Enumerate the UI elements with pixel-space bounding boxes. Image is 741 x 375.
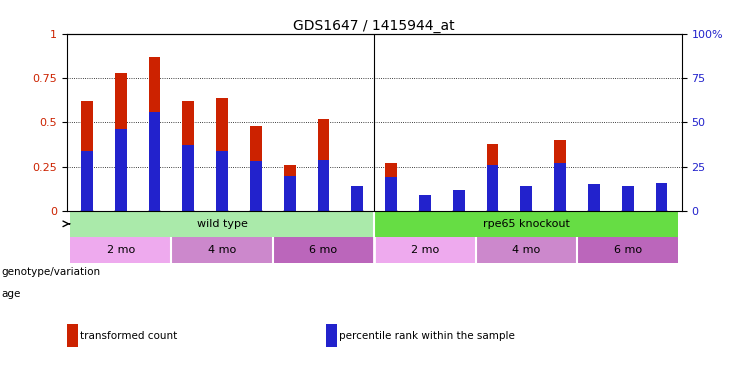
Bar: [453, 190, 465, 211]
Text: wild type: wild type: [196, 219, 247, 229]
Bar: [182, 146, 194, 211]
Bar: [81, 151, 93, 211]
Bar: [374, 211, 678, 237]
Text: genotype/variation: genotype/variation: [1, 267, 101, 277]
Bar: [284, 165, 296, 211]
Bar: [419, 195, 431, 211]
Bar: [318, 119, 330, 211]
Bar: [622, 193, 634, 211]
Text: 2 mo: 2 mo: [107, 244, 135, 255]
Bar: [476, 237, 577, 262]
Bar: [318, 160, 330, 211]
Bar: [284, 176, 296, 211]
Bar: [520, 186, 532, 211]
Text: 6 mo: 6 mo: [614, 244, 642, 255]
Text: 4 mo: 4 mo: [208, 244, 236, 255]
Bar: [374, 237, 476, 262]
Bar: [216, 98, 228, 211]
Bar: [115, 73, 127, 211]
Text: 4 mo: 4 mo: [512, 244, 540, 255]
Bar: [216, 151, 228, 211]
Text: percentile rank within the sample: percentile rank within the sample: [339, 331, 515, 340]
Bar: [385, 177, 397, 211]
Bar: [273, 237, 374, 262]
Bar: [149, 57, 161, 211]
Text: 2 mo: 2 mo: [411, 244, 439, 255]
Text: rpe65 knockout: rpe65 knockout: [483, 219, 570, 229]
Bar: [656, 184, 668, 211]
Bar: [520, 193, 532, 211]
Bar: [554, 163, 566, 211]
Bar: [487, 165, 499, 211]
Bar: [70, 211, 374, 237]
Bar: [115, 129, 127, 211]
Text: transformed count: transformed count: [80, 331, 177, 340]
Text: 6 mo: 6 mo: [310, 244, 338, 255]
Bar: [351, 186, 363, 211]
Bar: [656, 183, 668, 211]
Bar: [588, 190, 599, 211]
Bar: [487, 144, 499, 211]
Bar: [453, 190, 465, 211]
Bar: [171, 237, 273, 262]
Bar: [70, 237, 171, 262]
Bar: [577, 237, 678, 262]
Bar: [351, 197, 363, 211]
Bar: [588, 184, 599, 211]
Text: age: age: [1, 290, 21, 299]
Bar: [385, 163, 397, 211]
Bar: [554, 140, 566, 211]
Bar: [182, 101, 194, 211]
Bar: [622, 186, 634, 211]
Bar: [81, 101, 93, 211]
Title: GDS1647 / 1415944_at: GDS1647 / 1415944_at: [293, 19, 455, 33]
Bar: [250, 161, 262, 211]
Bar: [419, 197, 431, 211]
Bar: [149, 112, 161, 211]
Bar: [250, 126, 262, 211]
